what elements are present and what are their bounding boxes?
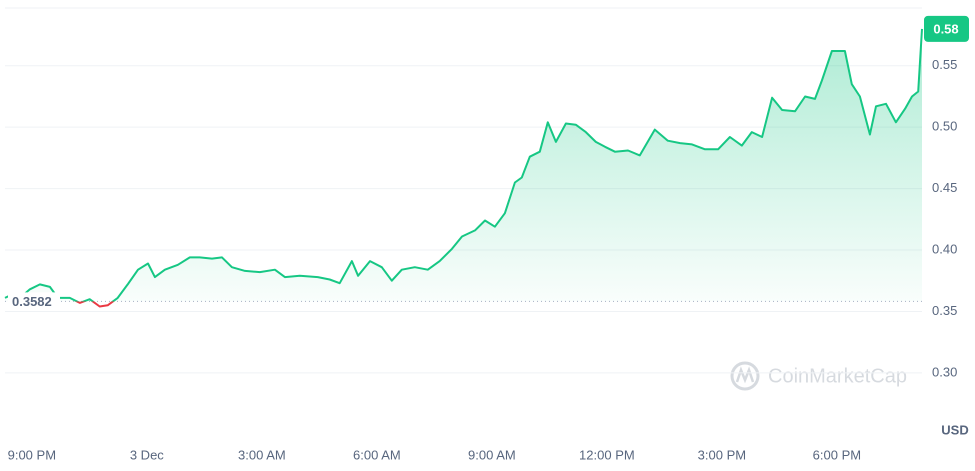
price-area	[5, 28, 922, 302]
x-tick-label: 6:00 AM	[353, 447, 401, 462]
y-tick-label: 0.30	[932, 364, 957, 379]
x-tick-label: 3:00 PM	[698, 447, 746, 462]
y-tick-label: 0.35	[932, 303, 957, 318]
x-tick-label: 12:00 PM	[579, 447, 635, 462]
y-tick-label: 0.50	[932, 119, 957, 134]
y-tick-label: 0.55	[932, 57, 957, 72]
x-tick-label: 3:00 AM	[238, 447, 286, 462]
y-tick-label: 0.45	[932, 180, 957, 195]
baseline-label: 0.3582	[12, 294, 52, 309]
y-tick-label: 0.40	[932, 241, 957, 256]
x-tick-label: 3 Dec	[130, 447, 164, 462]
price-line	[4, 28, 923, 308]
x-tick-label: 6:00 PM	[813, 447, 861, 462]
watermark: CoinMarketCap	[730, 361, 907, 391]
x-tick-label: 9:00 PM	[8, 447, 56, 462]
current-price-label: 0.58	[933, 21, 958, 36]
watermark-text: CoinMarketCap	[768, 365, 907, 387]
x-tick-label: 9:00 AM	[468, 447, 516, 462]
currency-label: USD	[941, 422, 968, 437]
baseline-label-bg	[8, 292, 60, 311]
current-price-badge	[924, 15, 969, 42]
